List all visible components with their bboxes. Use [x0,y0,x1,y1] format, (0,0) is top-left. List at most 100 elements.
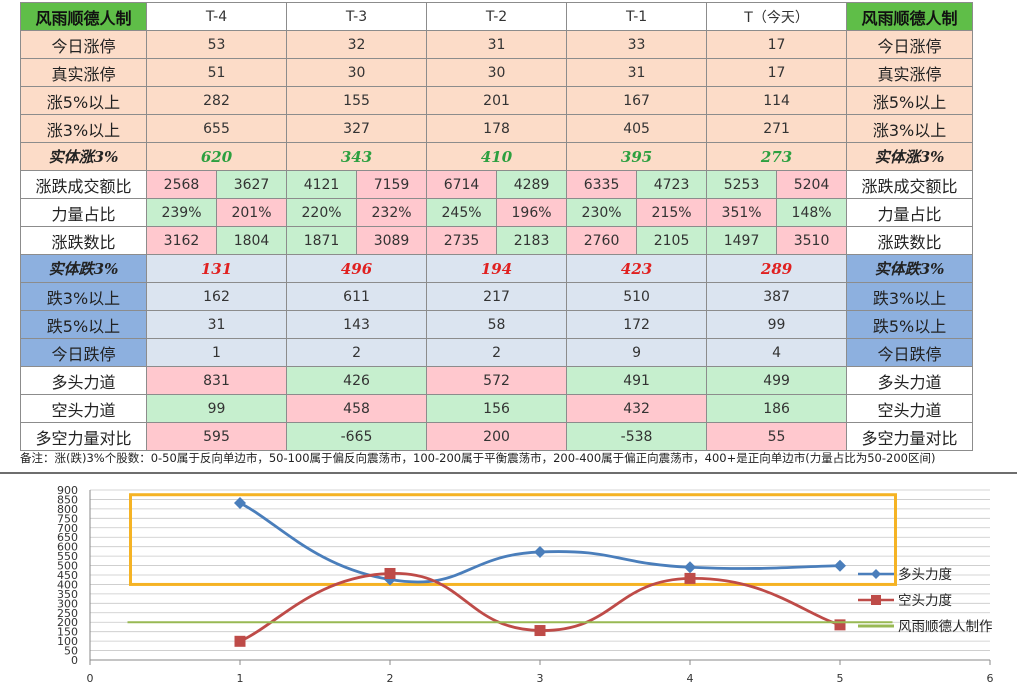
highlight-box [129,493,897,586]
row-label: 涨5%以上 [20,86,147,115]
y-tick-label: 300 [57,597,78,610]
table-row: 涨跌成交额比 2568 3627 4121 7159 6714 4289 6335 4723 52… [20,170,974,199]
value-cell: 289 [706,254,848,283]
value-cell: 178 [426,114,568,143]
market-breadth-table: 风雨顺德人制 T-4 T-3 T-2 T-1 T（今天） 风雨顺德人制 今日涨停 53 32 31 3… [20,2,974,451]
column-header: T-1 [566,2,708,31]
value-cell: 31 [145,310,288,339]
value-cell: 131 [145,254,288,283]
pair-value-cell: 5253 [706,170,778,199]
value-cell: 31 [426,30,568,59]
table-header-row: 风雨顺德人制 T-4 T-3 T-2 T-1 T（今天） 风雨顺德人制 [20,2,974,31]
table-row: 涨跌数比 3162 1804 1871 3089 2735 2183 2760 2105 1497… [20,226,974,255]
value-cell: 32 [286,30,428,59]
pair-value-cell: 239% [146,198,217,227]
value-cell: 499 [706,366,848,395]
row-label: 涨3%以上 [20,114,147,143]
row-label-right: 空头力道 [846,394,974,423]
row-label-right: 多空力量对比 [846,422,974,451]
row-label-right: 跌3%以上 [846,282,974,311]
y-tick-label: 850 [57,493,78,506]
row-label: 力量占比 [20,198,147,227]
data-point-diamond [384,573,396,586]
value-cell: 55 [706,422,848,451]
value-cell: -538 [566,422,708,451]
table-row: 今日涨停 53 32 31 33 17 今日涨停 [20,30,974,59]
value-cell: 496 [286,254,428,283]
row-label-right: 涨跌成交额比 [846,170,974,199]
data-point-diamond [684,561,696,574]
series-line-0 [239,501,841,584]
y-tick-label: 0 [71,654,78,667]
value-cell: 405 [566,114,708,143]
value-cell: 343 [286,142,428,171]
table-row: 力量占比 239% 201% 220% 232% 245% 196% 230% 215% 351%… [20,198,974,227]
pair-value-cell: 3162 [146,226,217,255]
value-cell: 2 [286,338,428,367]
value-cell: 201 [426,86,568,115]
value-cell: 31 [566,58,708,87]
value-cell: 17 [706,30,848,59]
table-row: 涨5%以上 282 155 201 167 114 涨5%以上 [20,86,974,115]
value-cell: 162 [145,282,288,311]
value-cell: 572 [426,366,568,395]
y-tick-label: 550 [57,550,78,563]
value-cell: 167 [566,86,708,115]
value-cell: 655 [145,114,288,143]
table-row: 空头力道 99 458 156 432 186 空头力道 [20,394,974,423]
value-cell: 620 [145,142,288,171]
value-cell: 143 [286,310,428,339]
table-row: 真实涨停 51 30 30 31 17 真实涨停 [20,58,974,87]
row-label: 跌5%以上 [20,310,147,339]
legend-marker [871,595,881,605]
row-label-right: 跌5%以上 [846,310,974,339]
y-tick-label: 250 [57,607,78,620]
row-label: 实体涨3% [20,142,147,171]
value-cell: 395 [566,142,708,171]
value-cell: 30 [286,58,428,87]
pair-value-cell: 3089 [356,226,428,255]
legend-marker [871,569,881,579]
x-tick-label: 3 [537,672,544,685]
pair-value-cell: 4121 [286,170,358,199]
value-cell: 194 [426,254,568,283]
value-cell: 58 [426,310,568,339]
data-point-square [384,567,396,579]
y-tick-label: 500 [57,560,78,573]
pair-value-cell: 3510 [776,226,848,255]
pair-value-cell: 230% [566,198,638,227]
row-label-right: 真实涨停 [846,58,974,87]
value-cell: 155 [286,86,428,115]
pair-value-cell: 2760 [566,226,638,255]
pair-value-cell: 1871 [286,226,358,255]
value-cell: 273 [706,142,848,171]
pair-value-cell: 6335 [566,170,638,199]
row-label-right: 今日跌停 [846,338,974,367]
pair-value-cell: 1497 [706,226,778,255]
pair-value-cell: 2183 [496,226,568,255]
pair-value-cell: 5204 [776,170,848,199]
x-tick-label: 2 [387,672,394,685]
y-tick-label: 400 [57,578,78,591]
data-point-square [684,572,696,584]
y-tick-label: 350 [57,588,78,601]
data-point-diamond [234,497,246,510]
row-label: 多头力道 [20,366,147,395]
row-label: 跌3%以上 [20,282,147,311]
pair-value-cell: 4723 [636,170,708,199]
value-cell: 200 [426,422,568,451]
row-label: 涨跌成交额比 [20,170,147,199]
y-tick-label: 150 [57,626,78,639]
table-row: 今日跌停 1 2 2 9 4 今日跌停 [20,338,974,367]
y-tick-label: 800 [57,503,78,516]
value-cell: 114 [706,86,848,115]
x-tick-label: 6 [987,672,994,685]
value-cell: 172 [566,310,708,339]
row-label: 今日跌停 [20,338,147,367]
row-label-right: 今日涨停 [846,30,974,59]
pair-value-cell: 201% [215,198,288,227]
row-label-right: 涨5%以上 [846,86,974,115]
value-cell: 611 [286,282,428,311]
row-label: 今日涨停 [20,30,147,59]
row-label: 空头力道 [20,394,147,423]
